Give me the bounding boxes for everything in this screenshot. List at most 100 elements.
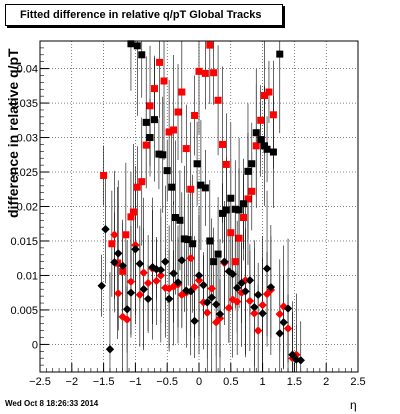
- square-marker: [210, 69, 218, 77]
- x-tick-label: −1.5: [93, 376, 115, 388]
- diamond-marker: [245, 296, 255, 306]
- x-tick-label: 2: [323, 376, 329, 388]
- diamond-marker: [262, 264, 272, 273]
- diamond-marker: [258, 300, 267, 310]
- diamond-marker: [266, 282, 276, 292]
- square-marker: [133, 42, 141, 50]
- data-markers: [97, 40, 305, 365]
- diamond-marker: [161, 257, 170, 266]
- diamond-marker: [253, 290, 263, 299]
- diamond-marker: [114, 289, 123, 298]
- x-tick-label: 0.5: [223, 376, 238, 388]
- diamond-marker: [253, 326, 263, 335]
- diamond-marker: [156, 271, 166, 280]
- square-marker: [127, 213, 135, 221]
- diamond-marker: [156, 265, 166, 275]
- diamond-marker: [122, 305, 132, 314]
- diamond-marker: [250, 302, 259, 312]
- square-marker: [210, 258, 218, 266]
- diamond-marker: [275, 309, 284, 319]
- square-marker: [276, 50, 284, 58]
- diamond-marker: [135, 290, 145, 299]
- square-marker: [263, 145, 271, 153]
- square-marker: [187, 185, 195, 193]
- square-marker: [257, 116, 265, 124]
- diamond-marker: [283, 304, 293, 313]
- diamond-marker: [110, 230, 119, 239]
- square-marker: [178, 88, 186, 96]
- square-marker: [156, 58, 164, 66]
- diamond-marker: [110, 258, 119, 267]
- square-marker: [160, 77, 168, 85]
- diamond-marker: [114, 249, 123, 258]
- square-marker: [201, 184, 209, 192]
- diamond-marker: [169, 269, 178, 278]
- square-marker: [222, 206, 230, 214]
- square-marker: [193, 160, 201, 168]
- diamond-marker: [139, 268, 148, 277]
- square-marker: [244, 167, 252, 175]
- square-marker: [159, 151, 167, 159]
- diamond-marker: [186, 287, 195, 296]
- x-tick-label: −0.5: [156, 376, 178, 388]
- x-tick-label: 1: [260, 376, 266, 388]
- diamond-marker: [194, 276, 204, 285]
- diamond-marker: [190, 282, 199, 292]
- diamond-marker: [288, 350, 297, 359]
- y-tick-label: 0: [32, 339, 38, 351]
- diamond-marker: [207, 284, 216, 293]
- square-marker: [219, 209, 227, 217]
- square-marker: [261, 91, 269, 99]
- square-marker: [269, 111, 277, 119]
- diamond-marker: [232, 297, 242, 306]
- diamond-marker: [135, 259, 145, 268]
- diamond-marker: [237, 278, 246, 288]
- timestamp: Wed Oct 8 18:26:33 2014: [5, 399, 99, 408]
- y-tick-label: 0.035: [10, 98, 38, 110]
- diamond-marker: [118, 261, 127, 271]
- square-marker: [138, 51, 146, 59]
- diamond-marker: [296, 356, 305, 365]
- square-marker: [184, 236, 192, 244]
- square-marker: [231, 205, 239, 213]
- square-marker: [235, 234, 243, 242]
- square-marker: [227, 194, 235, 202]
- square-marker: [214, 250, 222, 258]
- square-marker: [265, 88, 273, 96]
- diamond-marker: [203, 308, 212, 317]
- diamond-marker: [152, 276, 161, 286]
- square-marker: [240, 200, 248, 208]
- square-marker: [182, 145, 190, 153]
- square-marker: [252, 142, 260, 150]
- square-marker: [240, 214, 248, 222]
- square-marker: [206, 41, 214, 49]
- square-marker: [206, 237, 214, 245]
- square-marker: [222, 160, 230, 168]
- x-tick-label: −2.5: [29, 376, 51, 388]
- diamond-marker: [122, 315, 132, 324]
- square-marker: [150, 85, 158, 93]
- diamond-marker: [211, 318, 221, 327]
- square-marker: [100, 171, 108, 179]
- x-tick-label: 1.5: [287, 376, 302, 388]
- square-marker: [163, 167, 171, 175]
- diamond-marker: [232, 283, 242, 293]
- diamond-marker: [143, 294, 153, 304]
- diamond-marker: [126, 288, 136, 297]
- square-marker: [155, 150, 163, 158]
- square-marker: [129, 208, 137, 216]
- x-axis-label: η: [350, 398, 357, 412]
- diamond-marker: [275, 329, 284, 338]
- diamond-marker: [203, 298, 212, 307]
- square-marker: [252, 129, 260, 137]
- y-tick-label: 0.01: [17, 270, 38, 282]
- x-tick-label: −1: [129, 376, 142, 388]
- square-marker: [244, 195, 252, 203]
- square-marker: [257, 136, 265, 144]
- diamond-marker: [169, 282, 178, 291]
- square-marker: [150, 116, 158, 124]
- diamond-marker: [224, 267, 234, 276]
- diamond-marker: [177, 256, 187, 265]
- y-tick-label: 0.005: [10, 305, 38, 317]
- y-tick-label: 0.02: [17, 202, 38, 214]
